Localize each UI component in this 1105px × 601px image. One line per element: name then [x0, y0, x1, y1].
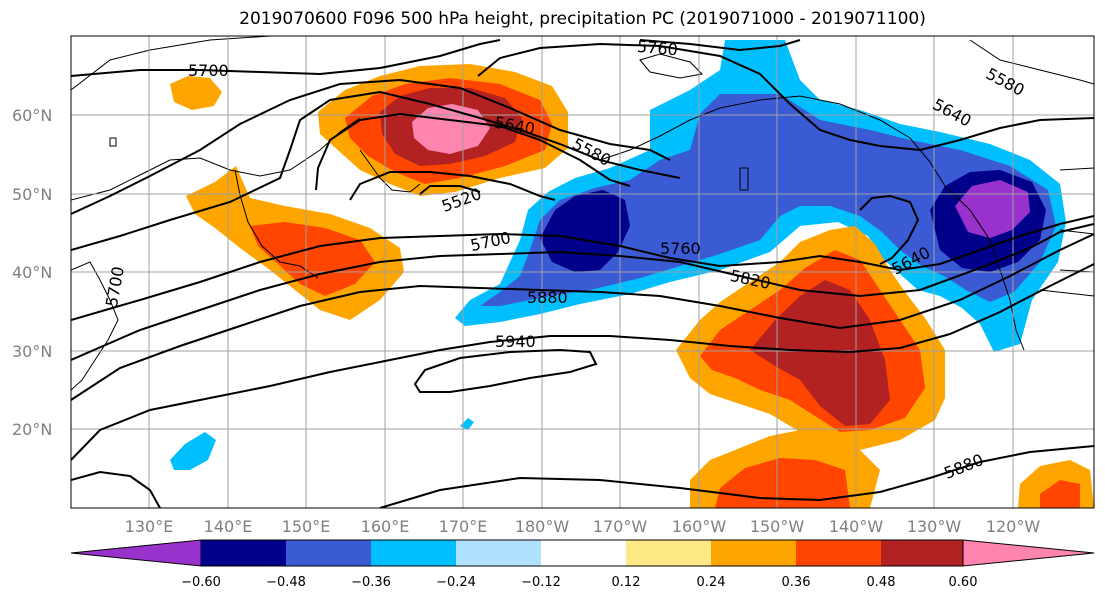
lat-label-20n: 20°N [12, 420, 52, 439]
lon-label-160e: 160°E [361, 517, 410, 536]
colorbar-segment [371, 540, 456, 566]
colorbar-tick-label: −0.60 [181, 575, 221, 590]
lon-label-140e: 140°E [204, 517, 253, 536]
contour-label-5880-central: 5880 [527, 288, 568, 307]
colorbar-tick-label: 0.60 [949, 575, 978, 590]
positive-anomaly-bering [318, 64, 568, 196]
colorbar: −0.60 −0.48 −0.36 −0.24 −0.12 0.12 0.24 … [70, 539, 1095, 590]
lon-label-140w: 140°W [829, 517, 884, 536]
lon-label-150w: 150°W [750, 517, 805, 536]
latitude-labels: 60°N 50°N 40°N 30°N 20°N [12, 106, 52, 439]
lon-label-130w: 130°W [907, 517, 962, 536]
positive-anomaly-okhotsk [170, 76, 222, 110]
colorbar-segment [711, 540, 796, 566]
contour-label-5700-west: 5700 [188, 61, 229, 80]
gridlines [71, 36, 1094, 508]
map-frame [70, 35, 1095, 509]
colorbar-segment [881, 540, 963, 566]
lon-label-150e: 150°E [282, 517, 331, 536]
colorbar-tick-label: −0.36 [351, 575, 391, 590]
map-panel: 5760 5700 5640 5580 5520 5700 5760 5820 … [71, 36, 1094, 508]
lon-label-170e: 170°E [439, 517, 488, 536]
colorbar-tick-label: 0.24 [697, 575, 726, 590]
contour-label-5760-central: 5760 [660, 239, 701, 258]
map-title: 2019070600 F096 500 hPa height, precipit… [239, 9, 926, 29]
positive-anomaly-japan [186, 166, 404, 320]
colorbar-tick-label: 0.36 [782, 575, 811, 590]
lon-label-170w: 170°W [593, 517, 648, 536]
colorbar-segment [626, 540, 711, 566]
contour-label-5760-north: 5760 [636, 37, 678, 59]
lat-label-30n: 30°N [12, 342, 52, 361]
colorbar-segment [201, 540, 286, 566]
contour-label-5940: 5940 [495, 332, 536, 351]
negative-anomaly-west [170, 432, 216, 470]
longitude-labels: 130°E 140°E 150°E 160°E 170°E 180°W 170°… [125, 517, 1041, 536]
lon-label-160w: 160°W [672, 517, 727, 536]
lon-label-130e: 130°E [125, 517, 174, 536]
colorbar-segment [456, 540, 541, 566]
colorbar-tick-label: −0.48 [266, 575, 306, 590]
colorbar-tick-label: 0.48 [867, 575, 896, 590]
colorbar-tick-label: −0.24 [436, 575, 476, 590]
lat-label-50n: 50°N [12, 185, 52, 204]
colorbar-tick-label: 0.12 [612, 575, 641, 590]
lat-label-40n: 40°N [12, 263, 52, 282]
height-contours [71, 39, 1094, 508]
colorbar-tick-label: −0.12 [521, 575, 561, 590]
colorbar-extend-low [70, 539, 202, 567]
colorbar-segment [286, 540, 371, 566]
lon-label-180w: 180°W [515, 517, 570, 536]
colorbar-segment [541, 540, 626, 566]
colorbar-extend-high [962, 539, 1095, 567]
colorbar-segment [796, 540, 881, 566]
lon-label-120w: 120°W [986, 517, 1041, 536]
lat-label-60n: 60°N [12, 106, 52, 125]
